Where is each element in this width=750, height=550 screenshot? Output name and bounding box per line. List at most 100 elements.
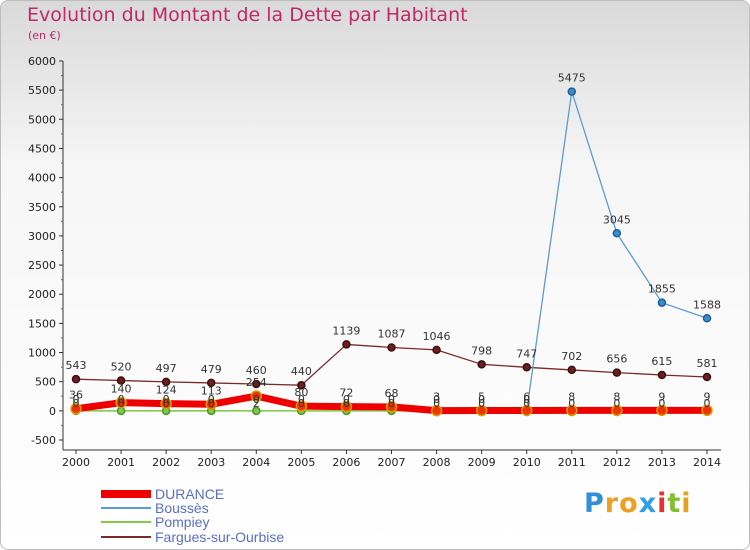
data-point <box>206 378 216 388</box>
logo-letter: i <box>681 488 692 519</box>
y-tick-label: 4500 <box>28 142 56 155</box>
data-point <box>432 345 441 355</box>
data-label: 520 <box>111 361 132 374</box>
data-label: 0 <box>208 393 215 406</box>
data-point <box>115 396 127 409</box>
data-label: 0 <box>118 397 125 410</box>
data-label: 8 <box>568 390 575 403</box>
data-label: 9 <box>704 390 711 403</box>
data-point <box>522 363 531 372</box>
data-label: 0 <box>478 393 485 406</box>
data-label: 0 <box>73 393 80 406</box>
data-label: 3 <box>433 391 440 404</box>
data-point <box>250 390 263 402</box>
data-point <box>702 314 712 323</box>
x-tick-label: 2003 <box>197 456 225 469</box>
data-label: 1046 <box>423 330 451 343</box>
data-point <box>342 340 351 349</box>
data-point <box>161 377 171 387</box>
x-tick-label: 2005 <box>287 456 315 469</box>
y-tick-label: 3000 <box>28 230 56 243</box>
data-point <box>252 406 261 416</box>
data-label: 543 <box>66 359 87 372</box>
y-tick-label: 6000 <box>28 55 56 68</box>
chart-title: Evolution du Montant de la Dette par Hab… <box>27 4 468 26</box>
data-label: 80 <box>294 386 308 399</box>
data-label: 6 <box>523 390 530 403</box>
data-label: 254 <box>246 376 267 389</box>
data-point <box>656 404 668 417</box>
data-point <box>567 87 577 96</box>
data-label: 747 <box>516 347 537 360</box>
data-label: 0 <box>253 393 260 406</box>
data-point <box>612 229 622 238</box>
x-tick-label: 2000 <box>62 456 90 469</box>
data-point <box>252 379 261 389</box>
data-point <box>160 397 172 410</box>
data-label: 9 <box>658 390 665 403</box>
data-label: 0 <box>118 393 125 406</box>
x-tick-label: 2010 <box>513 456 541 469</box>
legend-label: Boussès <box>155 500 209 516</box>
data-point <box>205 398 217 411</box>
logo-letter: i <box>657 488 668 519</box>
y-tick-label: 2500 <box>28 259 56 272</box>
data-label: 5 <box>478 391 485 404</box>
data-label: 124 <box>156 384 177 397</box>
x-tick-label: 2008 <box>423 456 451 469</box>
data-label: 798 <box>471 344 492 357</box>
x-tick-label: 2007 <box>378 456 406 469</box>
x-tick-label: 2002 <box>152 456 180 469</box>
data-point <box>657 370 667 380</box>
data-label: 68 <box>385 387 399 400</box>
data-label: 1087 <box>378 327 406 340</box>
y-tick-label: 3500 <box>28 201 56 214</box>
x-tick-label: 2004 <box>242 456 270 469</box>
x-tick-label: 2009 <box>468 456 496 469</box>
data-point <box>430 404 443 417</box>
data-point <box>387 343 396 352</box>
data-point <box>475 404 488 417</box>
x-tick-label: 2006 <box>332 456 360 469</box>
data-point <box>702 372 712 382</box>
logo-letter: o <box>619 488 639 519</box>
data-point <box>385 401 398 413</box>
data-label: 656 <box>606 353 627 366</box>
data-label: 0 <box>433 393 440 406</box>
y-tick-label: 0 <box>49 405 56 418</box>
data-label: 0 <box>388 393 395 406</box>
data-point <box>611 404 623 417</box>
data-label: 2 <box>253 397 260 410</box>
data-point <box>567 365 577 375</box>
data-label: 479 <box>201 363 222 376</box>
logo-letter: x <box>638 488 658 519</box>
data-label: 5475 <box>558 72 586 85</box>
y-tick-label: 1000 <box>28 347 56 360</box>
data-point <box>297 380 306 390</box>
data-point <box>340 400 353 413</box>
data-label: 0 <box>163 393 170 406</box>
data-label: 0 <box>343 393 350 406</box>
data-label: 140 <box>111 383 132 396</box>
data-point <box>295 400 308 412</box>
data-label: 0 <box>433 397 440 410</box>
data-label: 113 <box>201 384 222 397</box>
data-label: 0 <box>163 397 170 410</box>
logo-letter: r <box>604 488 620 519</box>
data-point <box>116 376 126 385</box>
data-label: 0 <box>658 397 665 410</box>
proxiti-logo: Proxiti <box>584 488 692 519</box>
data-point <box>701 404 713 417</box>
y-tick-label: 500 <box>35 376 56 389</box>
legend-label: Fargues-sur-Ourbise <box>155 529 284 545</box>
data-label: 1855 <box>648 283 676 296</box>
data-label: 3045 <box>603 213 631 226</box>
data-label: 615 <box>651 355 672 368</box>
legend-label: Pompiey <box>155 514 209 530</box>
data-label: 0 <box>568 397 575 410</box>
data-label: 0 <box>523 393 530 406</box>
data-label: 72 <box>339 387 353 400</box>
y-tick-label: 5000 <box>28 113 56 126</box>
x-tick-label: 2011 <box>558 456 586 469</box>
